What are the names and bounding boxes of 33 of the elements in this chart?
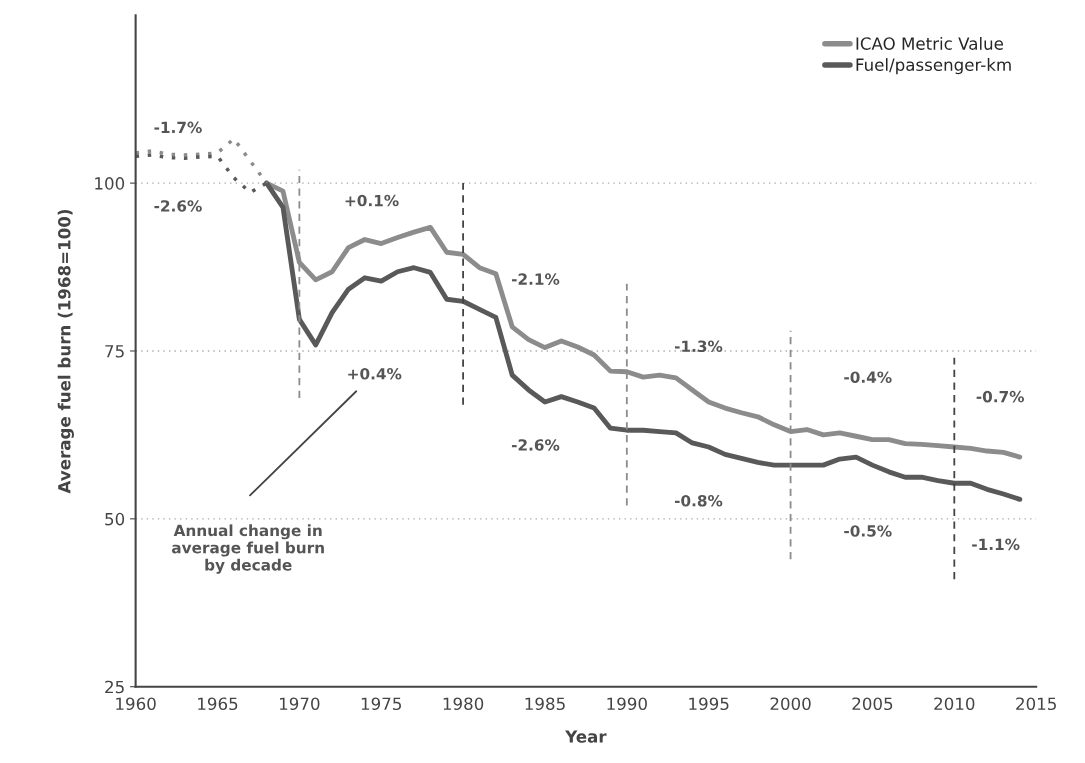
y-tick-label: 50 bbox=[105, 512, 125, 526]
annotation: -0.8% bbox=[674, 494, 723, 507]
annotation: -2.6% bbox=[511, 439, 560, 451]
x-tick-label: 1960 bbox=[116, 697, 156, 711]
annotation: -0.5% bbox=[844, 525, 892, 537]
y-tick-label: 25 bbox=[105, 680, 124, 694]
x-tick-label: 1985 bbox=[525, 697, 565, 711]
x-tick-label: 2005 bbox=[852, 697, 893, 711]
annotation: -1.7% bbox=[154, 121, 202, 134]
legend-label: Fuel/passenger-km bbox=[856, 58, 1011, 75]
annotation: -1.1% bbox=[972, 538, 1020, 551]
x-tick-label: 1990 bbox=[607, 697, 647, 711]
annotation: Annual change in average fuel burn by decade bbox=[171, 524, 324, 574]
y-tick-label: 100 bbox=[95, 177, 125, 190]
x-tick-label: 2010 bbox=[934, 697, 975, 711]
annotation: -0.4% bbox=[844, 371, 892, 383]
x-tick-label: 1995 bbox=[689, 697, 729, 711]
x-tick-label: 1965 bbox=[198, 697, 238, 711]
x-tick-label: 1975 bbox=[361, 697, 401, 711]
x-tick-label: 2015 bbox=[1016, 697, 1056, 711]
legend-label: ICAO Metric Value bbox=[856, 36, 1004, 50]
annotation: +0.1% bbox=[345, 194, 399, 207]
x-tick-label: 1970 bbox=[279, 697, 320, 711]
x-tick-label: 2000 bbox=[770, 697, 811, 711]
y-axis-title: Average fuel burn (1968=100) bbox=[57, 209, 74, 494]
annotation: +0.4% bbox=[348, 368, 402, 380]
x-tick-label: 1980 bbox=[443, 697, 484, 711]
x-axis-title: Year bbox=[565, 730, 607, 743]
annotation: -1.3% bbox=[674, 340, 723, 353]
annotation: -2.6% bbox=[154, 200, 202, 212]
y-tick-label: 75 bbox=[105, 345, 124, 358]
annotation: -0.7% bbox=[976, 390, 1025, 403]
annotation: -2.1% bbox=[511, 273, 560, 285]
